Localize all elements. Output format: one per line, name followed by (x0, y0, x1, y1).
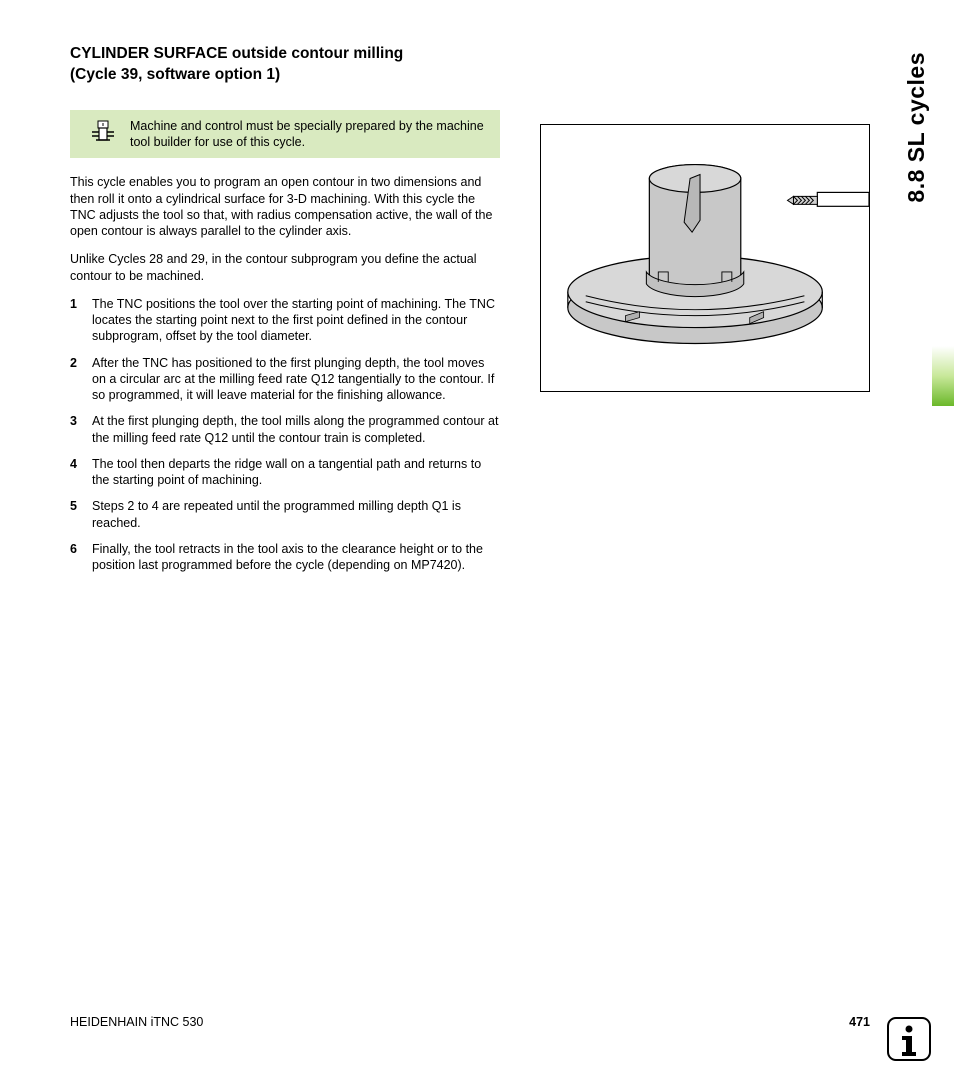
machine-icon (82, 119, 124, 149)
step-text: After the TNC has positioned to the firs… (92, 355, 500, 404)
heading-line-2: (Cycle 39, software option 1) (70, 66, 280, 83)
step-number: 1 (70, 296, 92, 345)
step-text: The TNC positions the tool over the star… (92, 296, 500, 345)
step-text: Finally, the tool retracts in the tool a… (92, 541, 500, 574)
heading-line-1: CYLINDER SURFACE outside contour milling (70, 45, 403, 62)
section-tab-indicator (932, 346, 954, 406)
step-text: The tool then departs the ridge wall on … (92, 456, 500, 489)
step-item: 2After the TNC has positioned to the fir… (70, 355, 500, 404)
step-item: 5Steps 2 to 4 are repeated until the pro… (70, 498, 500, 531)
step-number: 6 (70, 541, 92, 574)
page-footer: HEIDENHAIN iTNC 530 471 (70, 1015, 870, 1029)
step-text: At the first plunging depth, the tool mi… (92, 413, 500, 446)
page: CYLINDER SURFACE outside contour milling… (0, 0, 954, 1091)
step-number: 3 (70, 413, 92, 446)
footer-product-name: HEIDENHAIN iTNC 530 (70, 1015, 203, 1029)
section-side-label: 8.8 SL cycles (903, 52, 930, 203)
footer-page-number: 471 (849, 1015, 870, 1029)
step-number: 4 (70, 456, 92, 489)
step-item: 6Finally, the tool retracts in the tool … (70, 541, 500, 574)
steps-list: 1The TNC positions the tool over the sta… (70, 296, 500, 574)
info-icon (886, 1016, 932, 1067)
intro-paragraph-2: Unlike Cycles 28 and 29, in the contour … (70, 251, 500, 284)
step-text: Steps 2 to 4 are repeated until the prog… (92, 498, 500, 531)
step-item: 1The TNC positions the tool over the sta… (70, 296, 500, 345)
note-box: Machine and control must be specially pr… (70, 110, 500, 159)
step-number: 5 (70, 498, 92, 531)
figure-cylinder-milling (540, 124, 870, 392)
page-heading: CYLINDER SURFACE outside contour milling… (70, 44, 500, 86)
intro-paragraph-1: This cycle enables you to program an ope… (70, 174, 500, 239)
step-number: 2 (70, 355, 92, 404)
step-item: 3At the first plunging depth, the tool m… (70, 413, 500, 446)
step-item: 4The tool then departs the ridge wall on… (70, 456, 500, 489)
note-text: Machine and control must be specially pr… (124, 118, 488, 151)
